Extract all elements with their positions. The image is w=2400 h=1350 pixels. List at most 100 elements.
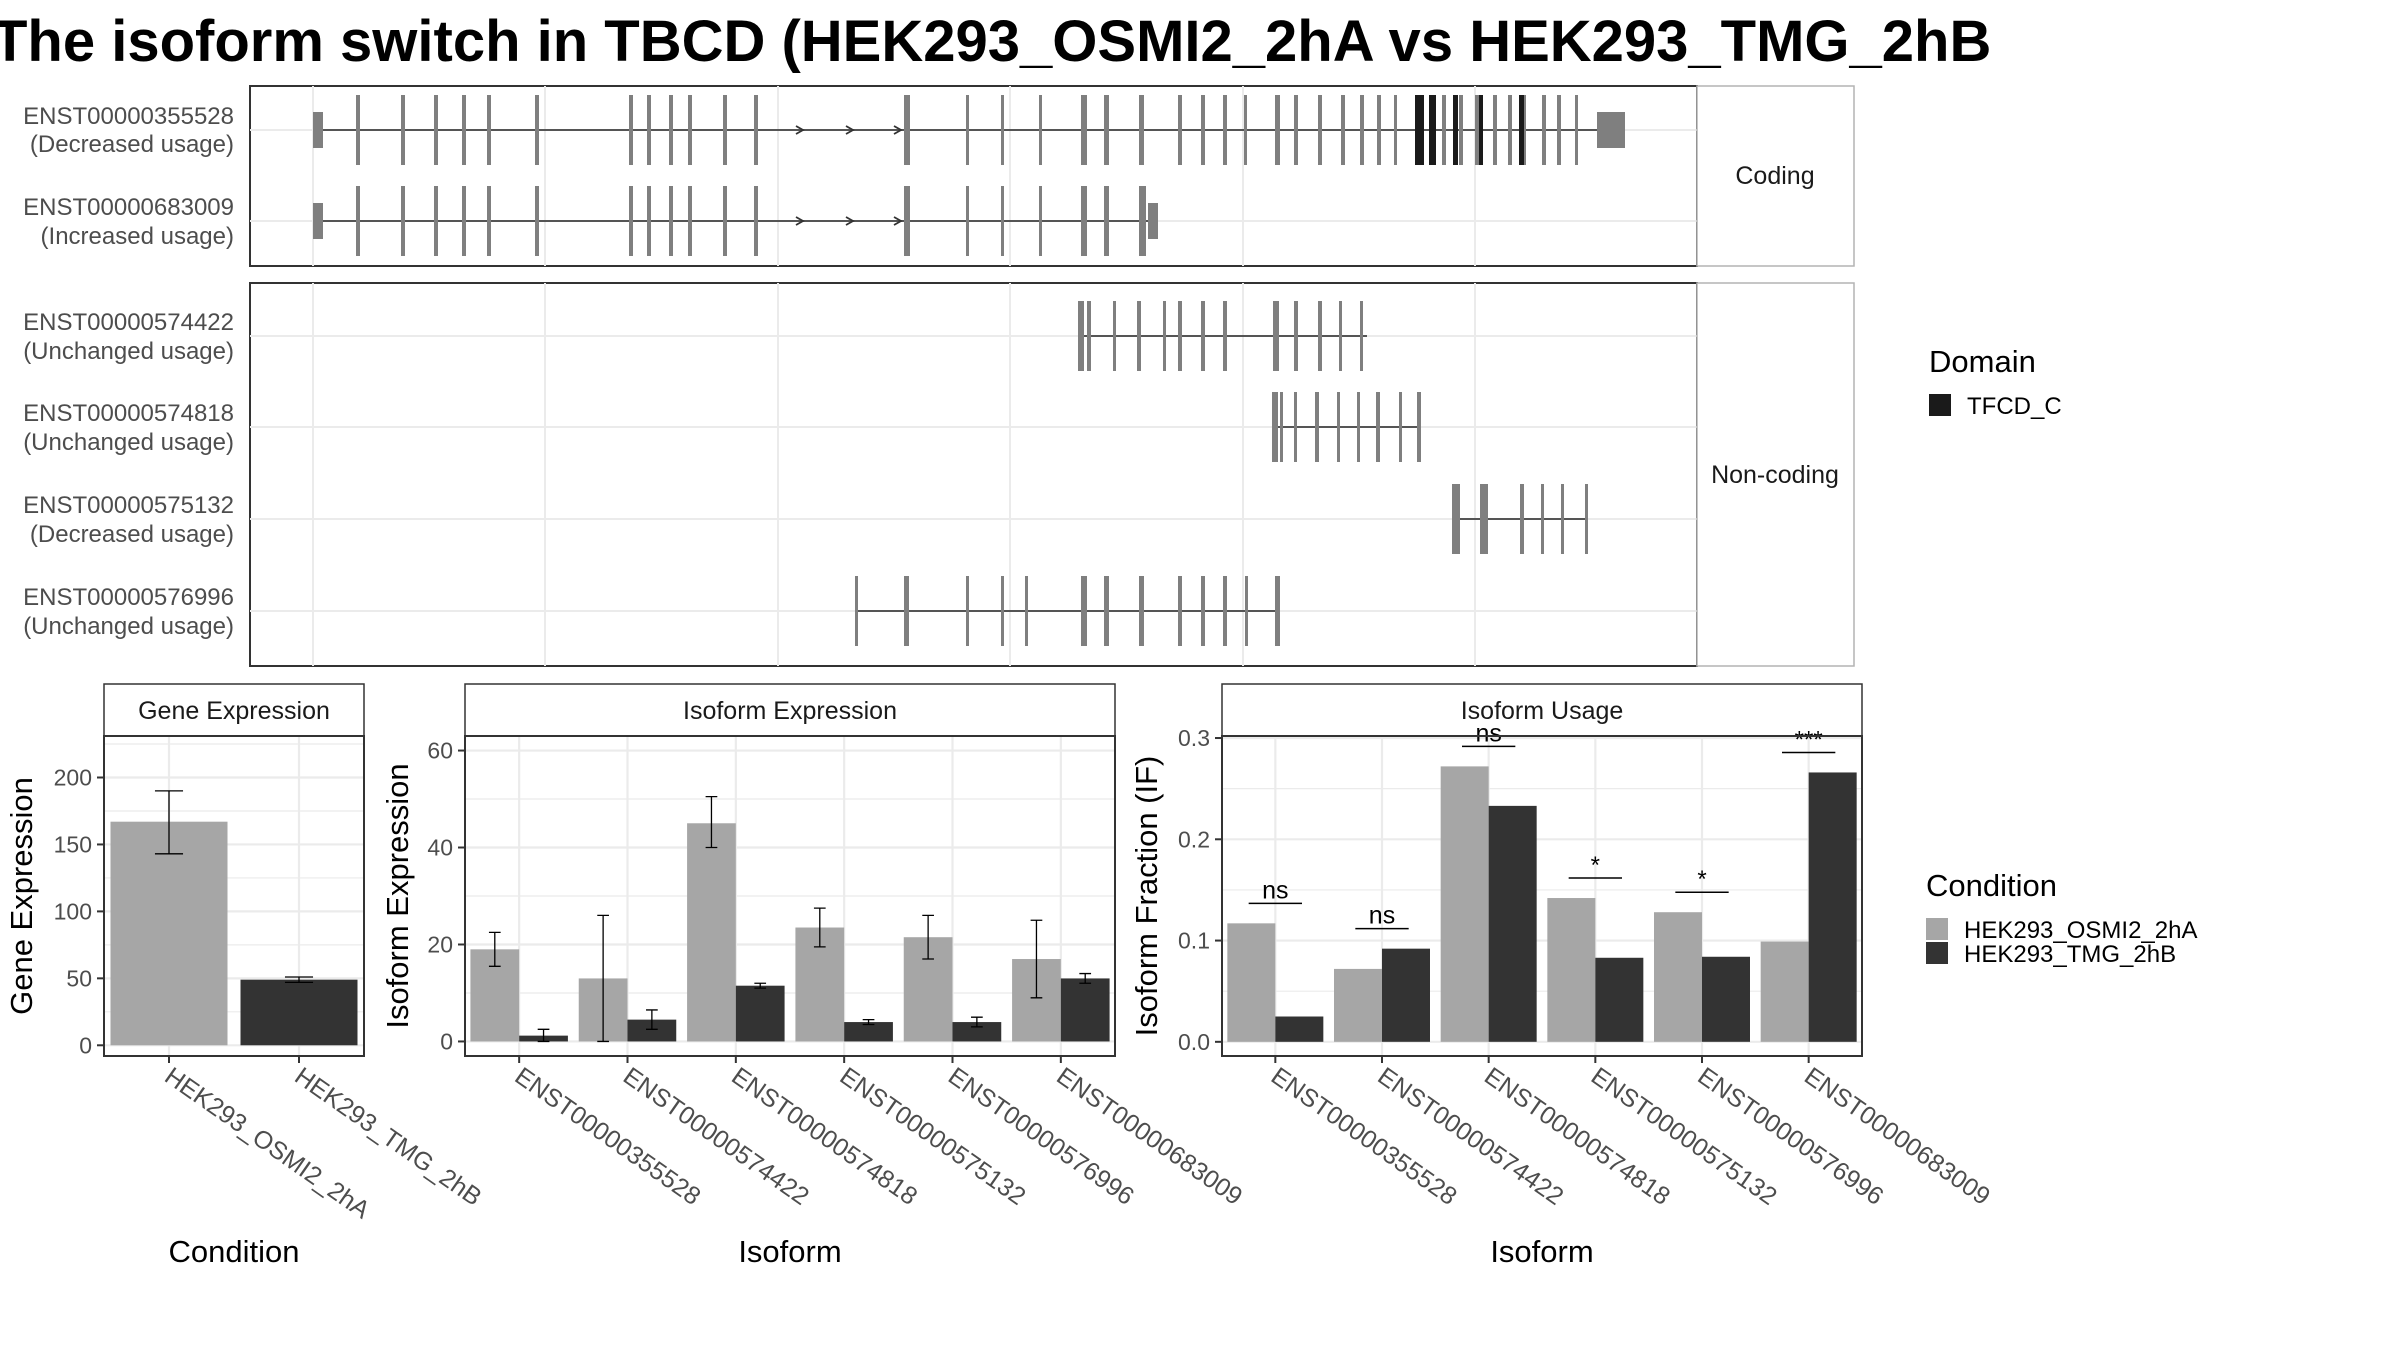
strand-arrow (893, 216, 903, 226)
exon (1399, 392, 1402, 462)
error-bar (1030, 919, 1043, 999)
bar (1760, 941, 1809, 1042)
exon (1104, 95, 1109, 165)
coding-facet: Coding ENST00000355528 (Decreased usage)… (23, 85, 1855, 267)
exon (1178, 301, 1182, 371)
x-tick-label: ENST00000574818 (1479, 1062, 1675, 1211)
x-tick-label: ENST00000576996 (943, 1062, 1139, 1211)
condition-legend-label-a: HEK293_OSMI2_2hA (1964, 917, 2197, 944)
noncoding-row-labels: ENST00000574422 (Unchanged usage) ENST00… (23, 309, 234, 640)
exon (1223, 576, 1227, 646)
exon (434, 95, 438, 165)
noncoding-gridlines (250, 283, 1697, 666)
exon (1104, 576, 1109, 646)
transcript-usage-label: (Increased usage) (41, 223, 234, 250)
exon (1137, 301, 1141, 371)
exon (1318, 95, 1322, 165)
exon (1294, 95, 1298, 165)
noncoding-plot-area (249, 282, 1698, 667)
bar (110, 821, 228, 1046)
exon (1178, 576, 1182, 646)
significance-label: ns (1262, 876, 1288, 904)
x-axis-title: Condition (169, 1234, 300, 1269)
plot-border (464, 735, 1116, 1057)
bar (627, 1019, 677, 1042)
domain-exon (1453, 95, 1458, 165)
exon (1087, 301, 1091, 371)
exon (966, 95, 969, 165)
x-tick-label: ENST00000355528 (1266, 1062, 1462, 1211)
exon (1163, 301, 1166, 371)
exon (1542, 95, 1546, 165)
exon (1493, 95, 1497, 165)
exon (688, 95, 692, 165)
x-axis-title: Isoform (1490, 1234, 1593, 1269)
exon (1280, 392, 1283, 462)
error-bar (754, 982, 767, 989)
y-tick-label: 100 (54, 898, 92, 924)
bar (1547, 898, 1596, 1042)
exon (1294, 301, 1298, 371)
exon (1148, 203, 1158, 239)
condition-legend-label-b: HEK293_TMG_2hB (1964, 941, 2176, 968)
exon (401, 186, 405, 256)
exon (1275, 95, 1280, 165)
y-tick-label: 20 (427, 931, 453, 957)
bar (1440, 766, 1489, 1042)
bar (1808, 772, 1857, 1042)
coding-transcripts (313, 95, 1625, 256)
exon (1318, 301, 1322, 371)
bar (844, 1022, 893, 1042)
transcript-id-label: ENST00000575132 (23, 492, 234, 519)
exon (487, 186, 491, 256)
chart-strip (464, 683, 1116, 737)
error-bar (922, 914, 934, 960)
exon (647, 186, 651, 256)
exon (401, 95, 405, 165)
error-bar (154, 790, 184, 855)
exon (1339, 301, 1342, 371)
bar (1334, 968, 1382, 1042)
exon (487, 95, 491, 165)
bar (952, 1022, 1002, 1042)
transcript-usage-label: (Unchanged usage) (23, 338, 234, 365)
bar (1702, 956, 1750, 1042)
exon (669, 95, 673, 165)
exon (535, 186, 539, 256)
x-tick-label: ENST00000575132 (1586, 1062, 1782, 1211)
bar (1060, 978, 1110, 1042)
domain-exon (1519, 95, 1524, 165)
exon (1001, 95, 1004, 165)
y-tick-label: 0 (440, 1028, 453, 1054)
exon (1337, 392, 1340, 462)
exon (1480, 484, 1488, 554)
exon (1475, 95, 1479, 165)
exon (855, 576, 858, 646)
exon (688, 186, 692, 256)
exon (1081, 186, 1087, 256)
strand-arrow (893, 125, 903, 135)
exon (1360, 301, 1363, 371)
y-tick-label: 40 (427, 835, 453, 861)
significance-label: * (1697, 866, 1706, 893)
exon (1001, 576, 1004, 646)
plot-area (1222, 736, 1862, 1056)
exon (1201, 95, 1205, 165)
exon (1394, 95, 1397, 165)
transcript-usage-label: (Decreased usage) (30, 131, 234, 158)
error-bar (284, 976, 314, 984)
y-tick-label: 60 (427, 738, 453, 764)
condition-legend-title: Condition (1926, 868, 2057, 903)
exon (1541, 484, 1544, 554)
exon (754, 95, 758, 165)
error-bar (488, 931, 501, 967)
exon (1585, 484, 1588, 554)
exon (1294, 392, 1297, 462)
exon (1417, 392, 1421, 462)
y-axis-title: Gene Expression (4, 777, 39, 1015)
bar (1488, 805, 1537, 1042)
exon (356, 95, 360, 165)
y-tick-label: 0.1 (1178, 928, 1210, 954)
